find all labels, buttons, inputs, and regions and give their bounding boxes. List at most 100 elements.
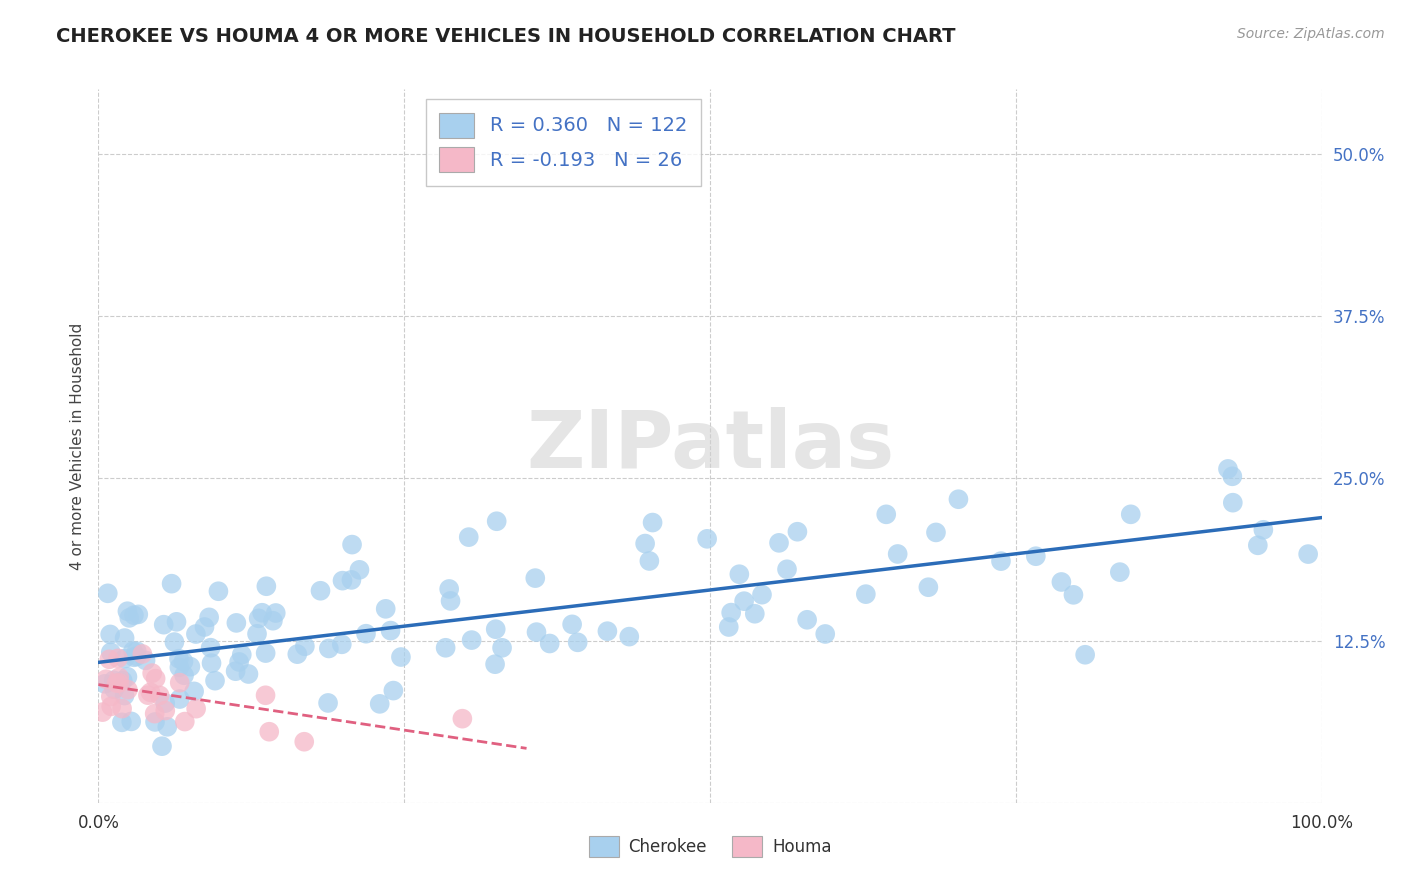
- Point: [91, 705, 114, 719]
- Point: [100, 645, 122, 659]
- Point: [155, 704, 177, 718]
- Point: [228, 655, 250, 669]
- Point: [1062, 588, 1084, 602]
- Point: [814, 627, 837, 641]
- Point: [160, 576, 183, 591]
- Point: [94, 677, 117, 691]
- Y-axis label: 4 or more Vehicles in Household: 4 or more Vehicles in Household: [69, 322, 84, 570]
- Point: [122, 650, 145, 665]
- Point: [173, 714, 195, 729]
- Point: [948, 492, 970, 507]
- Point: [1108, 565, 1130, 579]
- Point: [262, 614, 284, 628]
- Point: [330, 637, 353, 651]
- Point: [141, 666, 163, 681]
- Point: [619, 630, 641, 644]
- Point: [437, 582, 460, 596]
- Point: [374, 602, 396, 616]
- Point: [316, 696, 339, 710]
- Point: [561, 617, 583, 632]
- Point: [1220, 469, 1243, 483]
- Point: [117, 670, 139, 684]
- Point: [122, 608, 145, 623]
- Point: [917, 580, 939, 594]
- Point: [460, 633, 482, 648]
- Point: [98, 627, 121, 641]
- Point: [340, 573, 363, 587]
- Point: [254, 688, 277, 702]
- Point: [484, 657, 506, 672]
- Point: [179, 659, 201, 673]
- Point: [451, 712, 474, 726]
- Point: [100, 699, 122, 714]
- Point: [720, 606, 742, 620]
- Point: [292, 735, 315, 749]
- Point: [485, 622, 508, 636]
- Point: [136, 688, 159, 702]
- Point: [1222, 496, 1244, 510]
- Point: [491, 640, 513, 655]
- Point: [184, 701, 207, 715]
- Point: [114, 689, 136, 703]
- Point: [100, 690, 122, 704]
- Point: [257, 724, 280, 739]
- Point: [526, 625, 548, 640]
- Point: [150, 739, 173, 754]
- Point: [153, 696, 176, 710]
- Point: [638, 554, 661, 568]
- Point: [457, 530, 479, 544]
- Point: [108, 670, 131, 684]
- Point: [98, 652, 121, 666]
- Point: [389, 650, 412, 665]
- Point: [285, 647, 308, 661]
- Point: [247, 611, 270, 625]
- Point: [111, 701, 134, 715]
- Point: [634, 536, 657, 550]
- Point: [231, 648, 253, 662]
- Point: [1216, 462, 1239, 476]
- Point: [309, 583, 332, 598]
- Point: [886, 547, 908, 561]
- Point: [294, 640, 316, 654]
- Point: [114, 651, 136, 665]
- Point: [111, 715, 134, 730]
- Point: [173, 668, 195, 682]
- Text: Source: ZipAtlas.com: Source: ZipAtlas.com: [1237, 27, 1385, 41]
- Point: [380, 624, 402, 638]
- Point: [786, 524, 808, 539]
- Point: [382, 683, 405, 698]
- Point: [751, 588, 773, 602]
- Point: [103, 682, 125, 697]
- Point: [207, 584, 229, 599]
- Point: [183, 684, 205, 698]
- Point: [340, 538, 363, 552]
- Point: [169, 675, 191, 690]
- Point: [1050, 574, 1073, 589]
- Point: [641, 516, 664, 530]
- Point: [875, 508, 897, 522]
- Point: [118, 611, 141, 625]
- Point: [434, 640, 457, 655]
- Point: [254, 646, 277, 660]
- Point: [925, 525, 948, 540]
- Point: [152, 617, 174, 632]
- Point: [117, 604, 139, 618]
- Point: [143, 714, 166, 729]
- Point: [318, 641, 340, 656]
- Point: [107, 651, 129, 665]
- Point: [1247, 538, 1270, 552]
- Point: [169, 660, 191, 674]
- Point: [538, 636, 561, 650]
- Point: [855, 587, 877, 601]
- Point: [250, 606, 273, 620]
- Point: [744, 607, 766, 621]
- Text: CHEROKEE VS HOUMA 4 OR MORE VEHICLES IN HOUSEHOLD CORRELATION CHART: CHEROKEE VS HOUMA 4 OR MORE VEHICLES IN …: [56, 27, 956, 45]
- Point: [776, 562, 799, 576]
- Point: [103, 673, 125, 688]
- Point: [768, 536, 790, 550]
- Point: [156, 720, 179, 734]
- Point: [728, 567, 751, 582]
- Point: [1253, 523, 1275, 537]
- Point: [111, 673, 134, 688]
- Point: [225, 615, 247, 630]
